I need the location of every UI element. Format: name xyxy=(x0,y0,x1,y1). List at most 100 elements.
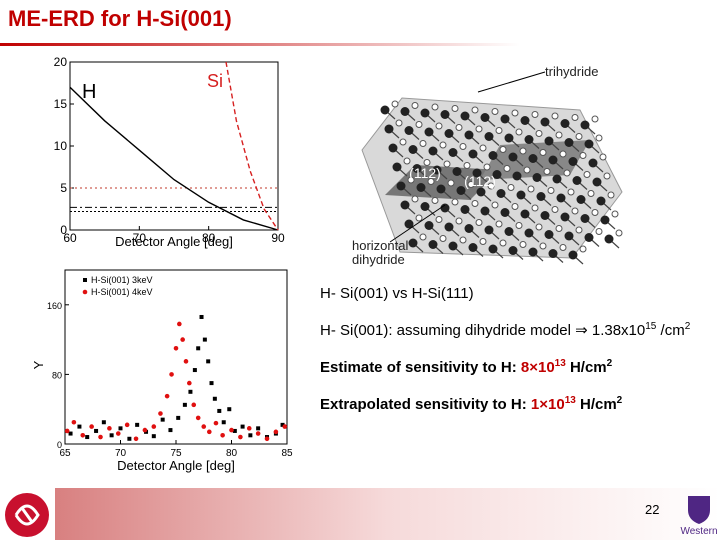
h-atom xyxy=(583,171,591,178)
point xyxy=(124,422,130,428)
atom xyxy=(548,249,558,258)
h-atom xyxy=(571,207,579,215)
atom xyxy=(480,113,490,122)
h-atom xyxy=(403,157,411,165)
x-tick-label: 60 xyxy=(63,231,77,245)
bullet: H- Si(001) vs H-Si(111) xyxy=(320,284,700,303)
point xyxy=(206,359,211,364)
y-tick-label: 5 xyxy=(60,181,67,195)
h-atom xyxy=(487,182,495,190)
atom xyxy=(504,133,514,143)
atom xyxy=(384,124,394,134)
atom xyxy=(504,227,514,236)
atom xyxy=(412,164,422,173)
point xyxy=(229,427,234,433)
h-atom xyxy=(491,108,499,115)
point xyxy=(212,396,217,401)
atom xyxy=(460,205,470,214)
atom xyxy=(492,170,502,179)
crystal-diagram: trihydride (112) (112) horizontal dihydride xyxy=(352,64,623,267)
line-series xyxy=(225,61,279,231)
point xyxy=(142,427,148,433)
bullet-text: H/cm xyxy=(575,396,617,413)
h-atom xyxy=(575,226,583,234)
h-atom xyxy=(395,119,403,127)
h-atom xyxy=(459,236,467,244)
atom xyxy=(436,184,446,194)
point xyxy=(202,337,207,342)
atom xyxy=(568,250,578,260)
point xyxy=(280,422,285,427)
h-atom xyxy=(495,220,503,228)
x-tick-label: 70 xyxy=(115,448,127,459)
atom xyxy=(448,241,458,251)
h-atom xyxy=(471,106,479,114)
h-atom xyxy=(559,150,567,158)
x-tick-label: 75 xyxy=(170,448,182,459)
h-atom xyxy=(515,128,523,136)
plot-frame xyxy=(69,61,279,231)
atom xyxy=(548,155,558,165)
atom xyxy=(408,145,418,154)
atom xyxy=(576,195,586,204)
atom xyxy=(404,126,414,135)
atom xyxy=(552,174,562,184)
atom xyxy=(520,209,530,219)
arrow xyxy=(389,204,446,243)
h-atom xyxy=(439,235,447,242)
atom xyxy=(428,146,438,156)
h-atom xyxy=(479,238,487,245)
bullet: Estimate of sensitivity to H: 8×1013 H/c… xyxy=(320,354,700,377)
h-atom xyxy=(519,241,527,248)
point xyxy=(209,381,214,386)
title-rule xyxy=(0,43,520,46)
h-atom xyxy=(499,239,507,247)
h-atom xyxy=(539,242,547,250)
atom xyxy=(528,247,538,257)
atom xyxy=(584,139,594,149)
bullet-text: Extrapolated sensitivity to H: xyxy=(320,396,531,413)
x-tick-label: 70 xyxy=(133,231,147,245)
bullet-text: H- Si(001) vs H-Si(111) xyxy=(320,285,474,302)
h-atom xyxy=(519,147,527,155)
atom xyxy=(584,233,594,242)
h-atom xyxy=(391,100,399,108)
h-atom xyxy=(515,222,523,229)
series-label: Si xyxy=(207,71,223,91)
point xyxy=(220,433,225,438)
diagram-label: (112) xyxy=(464,173,496,189)
h-atom xyxy=(399,138,407,146)
point xyxy=(201,424,207,429)
atom xyxy=(448,148,458,157)
h-atom xyxy=(479,144,487,152)
series-label: H xyxy=(82,81,96,103)
atom xyxy=(408,238,418,248)
point xyxy=(256,426,261,431)
h-atom xyxy=(591,115,599,123)
y-tick-label: 0 xyxy=(57,440,62,450)
western-shield xyxy=(688,496,710,524)
atom xyxy=(524,135,534,144)
atom xyxy=(488,151,498,160)
point xyxy=(169,372,174,377)
atom xyxy=(416,183,426,192)
point xyxy=(188,389,193,394)
h-atom xyxy=(535,223,543,231)
bullet-text: 13 xyxy=(564,395,576,406)
h-atom xyxy=(427,178,435,185)
h-atom xyxy=(451,198,459,206)
h-atom xyxy=(527,185,535,193)
h-atom xyxy=(543,168,551,175)
point xyxy=(94,428,99,433)
h-atom xyxy=(615,229,623,237)
left-logo-mark xyxy=(14,504,40,526)
atom xyxy=(596,196,606,206)
point xyxy=(64,428,70,434)
atom xyxy=(564,138,574,147)
h-atom xyxy=(483,163,491,171)
point xyxy=(133,436,139,442)
x-tick-label: 85 xyxy=(281,448,293,459)
point xyxy=(176,415,181,420)
point xyxy=(196,346,201,351)
